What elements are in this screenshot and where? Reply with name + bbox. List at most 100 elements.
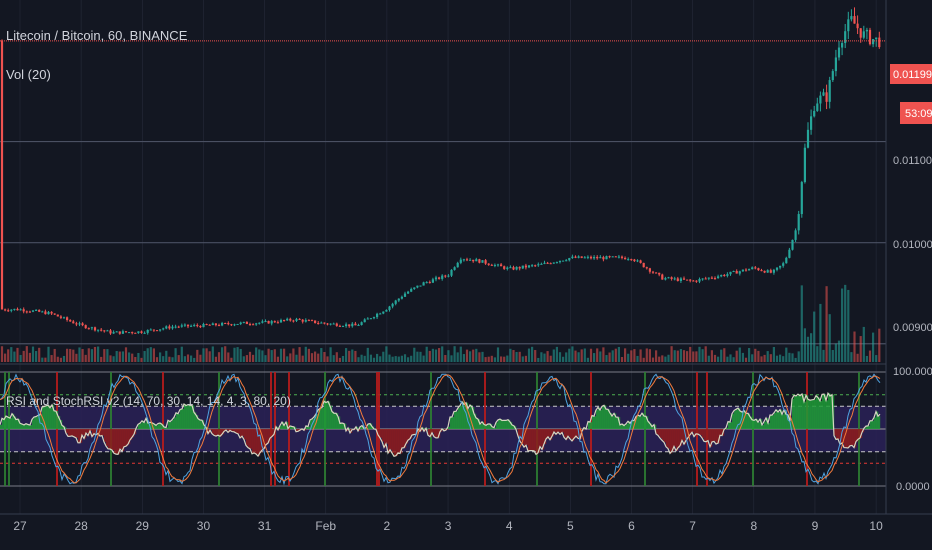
volume-bar bbox=[605, 355, 608, 362]
rsi-fill-bar bbox=[640, 416, 643, 429]
rsi-fill-bar bbox=[606, 409, 609, 429]
rsi-fill-bar bbox=[752, 419, 755, 429]
rsi-fill-bar bbox=[194, 412, 197, 429]
rsi-fill-bar bbox=[814, 399, 817, 429]
volume-bar bbox=[208, 351, 211, 362]
rsi-fill-bar bbox=[452, 416, 455, 429]
volume-bar bbox=[143, 351, 146, 362]
volume-bar bbox=[0, 346, 4, 362]
volume-bar bbox=[264, 355, 267, 362]
rsi-fill-bar bbox=[682, 429, 685, 441]
rsi-fill-bar bbox=[122, 429, 125, 452]
volume-bar bbox=[186, 354, 190, 362]
candle-body bbox=[16, 308, 19, 311]
candle-body bbox=[270, 321, 273, 324]
volume-bar bbox=[568, 348, 571, 362]
volume-bar bbox=[506, 355, 509, 362]
volume-bar bbox=[800, 285, 803, 362]
candle-body bbox=[490, 264, 493, 266]
volume-bar bbox=[844, 284, 847, 362]
time-tick: 4 bbox=[506, 519, 513, 533]
candle-body bbox=[434, 277, 438, 280]
rsi-fill-bar bbox=[622, 424, 625, 429]
rsi-fill-bar bbox=[866, 426, 869, 429]
candle-body bbox=[407, 291, 410, 294]
rsi-fill-bar bbox=[534, 429, 537, 451]
rsi-fill-bar bbox=[6, 416, 9, 429]
volume-bar bbox=[385, 346, 388, 362]
rsi-fill-bar bbox=[150, 422, 153, 429]
volume-bar bbox=[168, 356, 171, 362]
rsi-fill-bar bbox=[404, 429, 407, 448]
volume-bar bbox=[540, 352, 543, 362]
volume-bar bbox=[627, 353, 630, 362]
candle-body bbox=[366, 318, 369, 320]
rsi-fill-bar bbox=[782, 414, 785, 429]
rsi-fill-bar bbox=[426, 428, 429, 429]
indicator-axis[interactable]: 100.0000 0.0000 bbox=[893, 366, 932, 493]
rsi-fill-bar bbox=[668, 429, 671, 449]
rsi-fill-bar bbox=[566, 429, 569, 440]
candle-body bbox=[676, 278, 679, 281]
candle-body bbox=[456, 262, 459, 268]
rsi-fill-bar bbox=[36, 416, 39, 429]
candle-body bbox=[428, 282, 431, 284]
candle-body bbox=[174, 326, 177, 328]
volume-bar bbox=[602, 347, 605, 362]
rsi-fill-bar bbox=[132, 429, 135, 438]
candle-body bbox=[320, 322, 323, 324]
rsi-fill-bar bbox=[748, 413, 751, 429]
candle-body bbox=[279, 319, 283, 323]
volume-bar bbox=[289, 353, 292, 362]
volume-bar bbox=[679, 349, 682, 362]
rsi-fill-bar bbox=[112, 429, 115, 451]
volume-bar bbox=[180, 346, 183, 362]
volume-bar bbox=[543, 353, 546, 362]
volume-bar bbox=[425, 346, 428, 362]
rsi-fill-bar bbox=[768, 422, 771, 429]
volume-bar bbox=[636, 355, 639, 362]
rsi-fill-bar bbox=[496, 422, 499, 429]
candle-body bbox=[338, 325, 341, 327]
rsi-fill-bar bbox=[750, 416, 753, 429]
rsi-fill-bar bbox=[216, 429, 219, 437]
candle-body bbox=[25, 311, 28, 313]
volume-bar bbox=[478, 352, 481, 362]
candle-body bbox=[351, 323, 354, 327]
candle-body bbox=[137, 331, 140, 334]
candle-body bbox=[124, 331, 128, 333]
rsi-fill-bar bbox=[744, 410, 747, 429]
volume-bar bbox=[171, 357, 174, 362]
candle-body bbox=[493, 264, 496, 266]
rsi-fill-bar bbox=[714, 429, 717, 442]
candle-body bbox=[75, 323, 78, 325]
volume-bar bbox=[115, 351, 118, 362]
candle-body bbox=[726, 274, 729, 276]
volume-bar bbox=[735, 350, 738, 362]
rsi-fill-bar bbox=[0, 424, 3, 429]
volume-bar bbox=[868, 350, 872, 362]
volume-bar bbox=[723, 348, 726, 362]
volume-bar bbox=[667, 354, 670, 362]
candle-body bbox=[128, 332, 131, 334]
candle-body bbox=[140, 331, 143, 333]
indicator-pane[interactable] bbox=[0, 371, 886, 487]
volume-bar bbox=[850, 352, 853, 362]
rsi-fill-bar bbox=[786, 414, 789, 429]
time-axis[interactable]: 27 28 29 30 31 Feb 2 3 4 5 6 7 8 9 10 bbox=[13, 519, 883, 533]
rsi-fill-bar bbox=[854, 429, 857, 448]
rsi-fill-bar bbox=[788, 414, 791, 429]
rsi-fill-bar bbox=[2, 418, 5, 429]
volume-bar bbox=[586, 357, 589, 362]
candle-body bbox=[810, 116, 813, 130]
rsi-fill-bar bbox=[222, 429, 225, 435]
rsi-fill-bar bbox=[846, 429, 849, 448]
volume-bar bbox=[338, 357, 341, 362]
volume-bar bbox=[211, 346, 214, 362]
candle-body bbox=[196, 325, 199, 327]
rsi-fill-bar bbox=[678, 429, 681, 448]
rsi-fill-bar bbox=[108, 429, 111, 449]
